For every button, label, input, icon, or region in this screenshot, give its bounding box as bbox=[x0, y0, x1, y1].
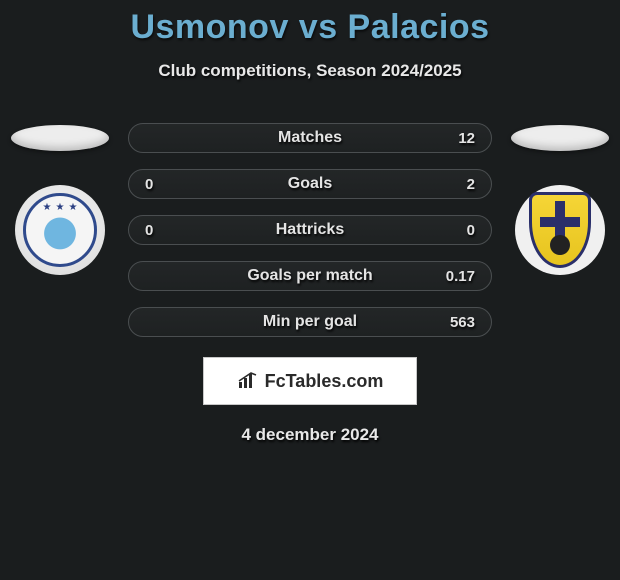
page-title: Usmonov vs Palacios bbox=[0, 8, 620, 47]
brand-link[interactable]: FcTables.com bbox=[203, 357, 417, 405]
shield-cross-horizontal bbox=[540, 217, 579, 227]
stat-label: Hattricks bbox=[193, 221, 427, 239]
stat-right-value: 0.17 bbox=[427, 268, 475, 285]
left-team-crest: ★ ★ ★ bbox=[15, 185, 105, 275]
right-column bbox=[508, 123, 612, 275]
stat-label: Min per goal bbox=[193, 313, 427, 331]
stat-row: Goals per match 0.17 bbox=[128, 261, 492, 291]
comparison-widget: Usmonov vs Palacios Club competitions, S… bbox=[0, 0, 620, 445]
stat-label: Goals bbox=[193, 175, 427, 193]
star-icon: ★ bbox=[68, 202, 77, 213]
stat-right-value: 12 bbox=[427, 130, 475, 147]
crest-stars: ★ ★ ★ bbox=[43, 202, 78, 213]
stat-left-value: 0 bbox=[145, 222, 193, 239]
inter-zapresic-badge bbox=[529, 192, 591, 268]
stat-label: Goals per match bbox=[193, 267, 427, 285]
stat-right-value: 563 bbox=[427, 314, 475, 331]
stat-right-value: 2 bbox=[427, 176, 475, 193]
shield-ball-icon bbox=[550, 235, 570, 255]
right-country-flag bbox=[511, 125, 609, 151]
stats-table: Matches 12 0 Goals 2 0 Hattricks 0 Goals… bbox=[128, 123, 492, 337]
bar-chart-icon bbox=[237, 372, 259, 390]
pakhtakor-badge: ★ ★ ★ bbox=[23, 193, 97, 267]
star-icon: ★ bbox=[56, 202, 65, 213]
stat-row: Min per goal 563 bbox=[128, 307, 492, 337]
right-team-crest bbox=[515, 185, 605, 275]
brand-text: FcTables.com bbox=[265, 371, 384, 392]
left-column: ★ ★ ★ bbox=[8, 123, 112, 275]
star-icon: ★ bbox=[43, 202, 52, 213]
left-country-flag bbox=[11, 125, 109, 151]
subtitle: Club competitions, Season 2024/2025 bbox=[0, 61, 620, 81]
stat-left-value: 0 bbox=[145, 176, 193, 193]
content-row: ★ ★ ★ Matches 12 0 Goals 2 0 Hattricks bbox=[0, 123, 620, 337]
stat-row: 0 Goals 2 bbox=[128, 169, 492, 199]
stat-row: Matches 12 bbox=[128, 123, 492, 153]
date-label: 4 december 2024 bbox=[0, 425, 620, 445]
stat-right-value: 0 bbox=[427, 222, 475, 239]
stat-row: 0 Hattricks 0 bbox=[128, 215, 492, 245]
stat-label: Matches bbox=[193, 129, 427, 147]
